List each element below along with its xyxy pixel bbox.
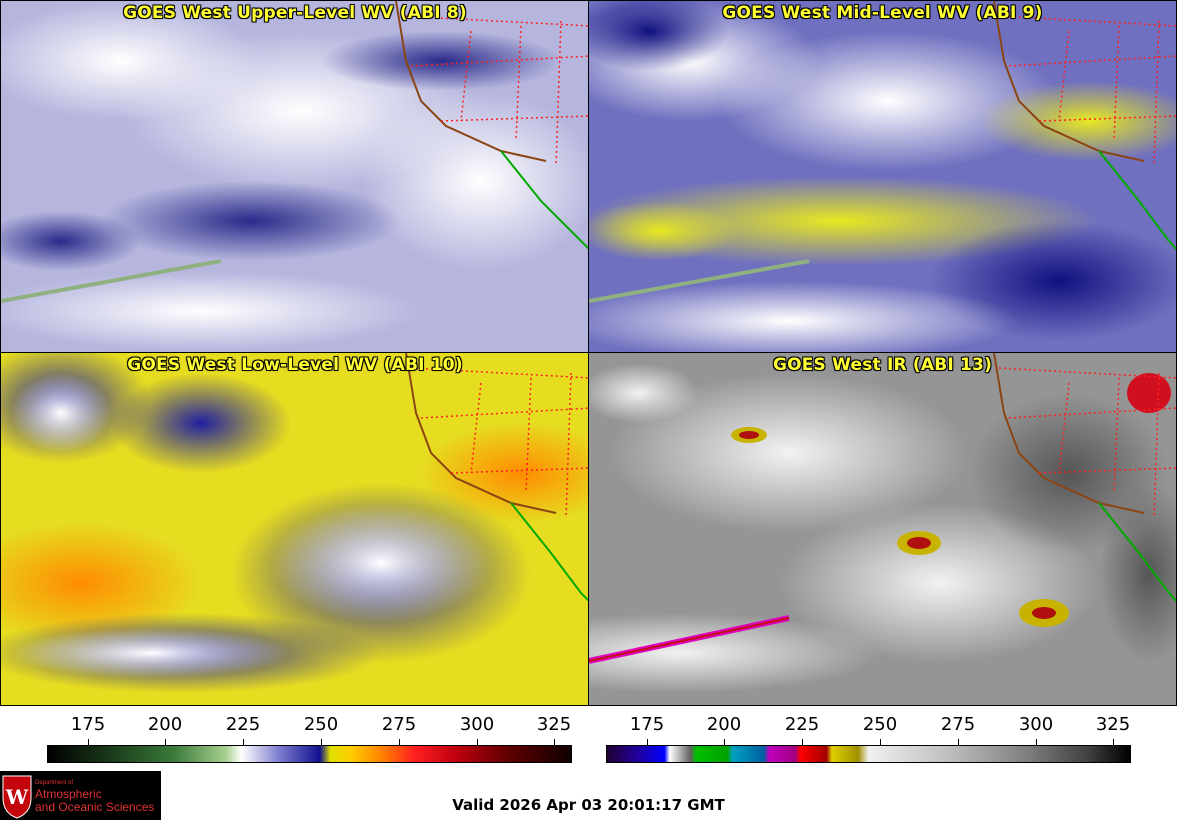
ir-colorbar-labels: 175 200 225 250 275 300 325 [606, 714, 1131, 736]
tick-label: 200 [706, 714, 742, 735]
panel-title: GOES West IR (ABI 13) [772, 355, 993, 375]
tick-label: 300 [1018, 714, 1054, 735]
tick-label: 325 [536, 714, 572, 735]
ir-colorbar [606, 745, 1131, 763]
tick-label: 200 [147, 714, 183, 735]
tick-label: 175 [70, 714, 106, 735]
wv-colorbar-ticks [47, 739, 572, 745]
logo-line-1: Department of [35, 780, 74, 786]
tick-label: 250 [862, 714, 898, 735]
ir-imagery [589, 353, 1176, 705]
panel-title: GOES West Upper-Level WV (ABI 8) [123, 3, 467, 23]
tick-label: 325 [1095, 714, 1131, 735]
mid-level-wv-imagery [589, 1, 1176, 352]
svg-text:W: W [5, 785, 29, 809]
tick-label: 225 [784, 714, 820, 735]
panel-title: GOES West Mid-Level WV (ABI 9) [722, 3, 1043, 23]
tick-label: 275 [940, 714, 976, 735]
ir-colorbar-ticks [606, 739, 1131, 745]
panel-title: GOES West Low-Level WV (ABI 10) [127, 355, 463, 375]
valid-timestamp: Valid 2026 Apr 03 20:01:17 GMT [452, 796, 725, 814]
uw-crest-icon: W [2, 775, 32, 819]
logo-line-3: and Oceanic Sciences [35, 800, 155, 814]
tick-label: 300 [459, 714, 495, 735]
logo-line-2: Atmospheric [35, 787, 102, 801]
panel-ir: GOES West IR (ABI 13) [588, 352, 1177, 706]
tick-label: 250 [303, 714, 339, 735]
tick-label: 275 [381, 714, 417, 735]
wv-colorbar [47, 745, 572, 763]
panel-low-level-wv: GOES West Low-Level WV (ABI 10) [0, 352, 590, 706]
uw-aos-logo: W Department of Atmospheric and Oceanic … [0, 771, 161, 820]
tick-label: 225 [225, 714, 261, 735]
panel-upper-level-wv: GOES West Upper-Level WV (ABI 8) [0, 0, 590, 353]
tick-label: 175 [629, 714, 665, 735]
low-level-wv-imagery [1, 353, 589, 705]
wv-colorbar-labels: 175 200 225 250 275 300 325 [47, 714, 572, 736]
panel-mid-level-wv: GOES West Mid-Level WV (ABI 9) [588, 0, 1177, 353]
upper-level-wv-imagery [1, 1, 589, 352]
